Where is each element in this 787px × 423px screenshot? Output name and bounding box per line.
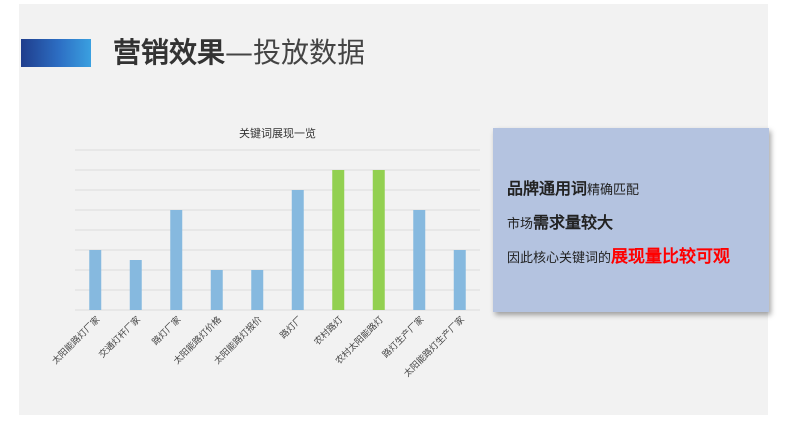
page-title-strong: 营销效果 bbox=[113, 36, 226, 69]
bar bbox=[129, 260, 142, 310]
bar bbox=[89, 250, 102, 310]
x-tick-label: 交通灯杆厂家 bbox=[96, 314, 143, 361]
info-line-3-text: 因此核心关键词的 bbox=[507, 251, 612, 266]
info-line-3: 因此核心关键词的展现量比较可观 bbox=[507, 244, 769, 272]
info-box: 品牌通用词精确匹配 市场需求量较大 因此核心关键词的展现量比较可观 bbox=[493, 128, 769, 312]
info-line-3-highlight: 展现量比较可观 bbox=[611, 247, 731, 267]
bar bbox=[332, 170, 345, 310]
bar bbox=[453, 250, 466, 310]
info-line-1: 品牌通用词精确匹配 bbox=[507, 176, 769, 204]
x-tick-label: 太阳能路灯厂家 bbox=[49, 314, 102, 367]
chart-title: 关键词展现一览 bbox=[239, 126, 316, 140]
bar bbox=[291, 190, 304, 310]
x-tick-label: 路灯生产厂家 bbox=[380, 314, 427, 361]
info-line-2-text: 市场 bbox=[507, 217, 534, 232]
bar bbox=[251, 270, 264, 310]
info-line-1-emphasis: 品牌通用词 bbox=[507, 179, 588, 198]
title-accent-bar bbox=[21, 39, 91, 67]
bar bbox=[170, 210, 183, 310]
page-title: 营销效果—投放数据 bbox=[113, 31, 365, 75]
bar bbox=[413, 210, 426, 310]
x-tick-label: 路灯厂 bbox=[277, 314, 305, 342]
bar bbox=[372, 170, 385, 310]
bar bbox=[210, 270, 223, 310]
page-title-light: —投放数据 bbox=[225, 36, 366, 69]
info-line-1-text: 精确匹配 bbox=[587, 183, 640, 198]
info-line-2-emphasis: 需求量较大 bbox=[533, 213, 614, 232]
x-tick-label: 农村路灯 bbox=[311, 314, 345, 348]
info-line-2: 市场需求量较大 bbox=[507, 210, 769, 238]
x-tick-label: 路灯厂家 bbox=[149, 314, 183, 348]
